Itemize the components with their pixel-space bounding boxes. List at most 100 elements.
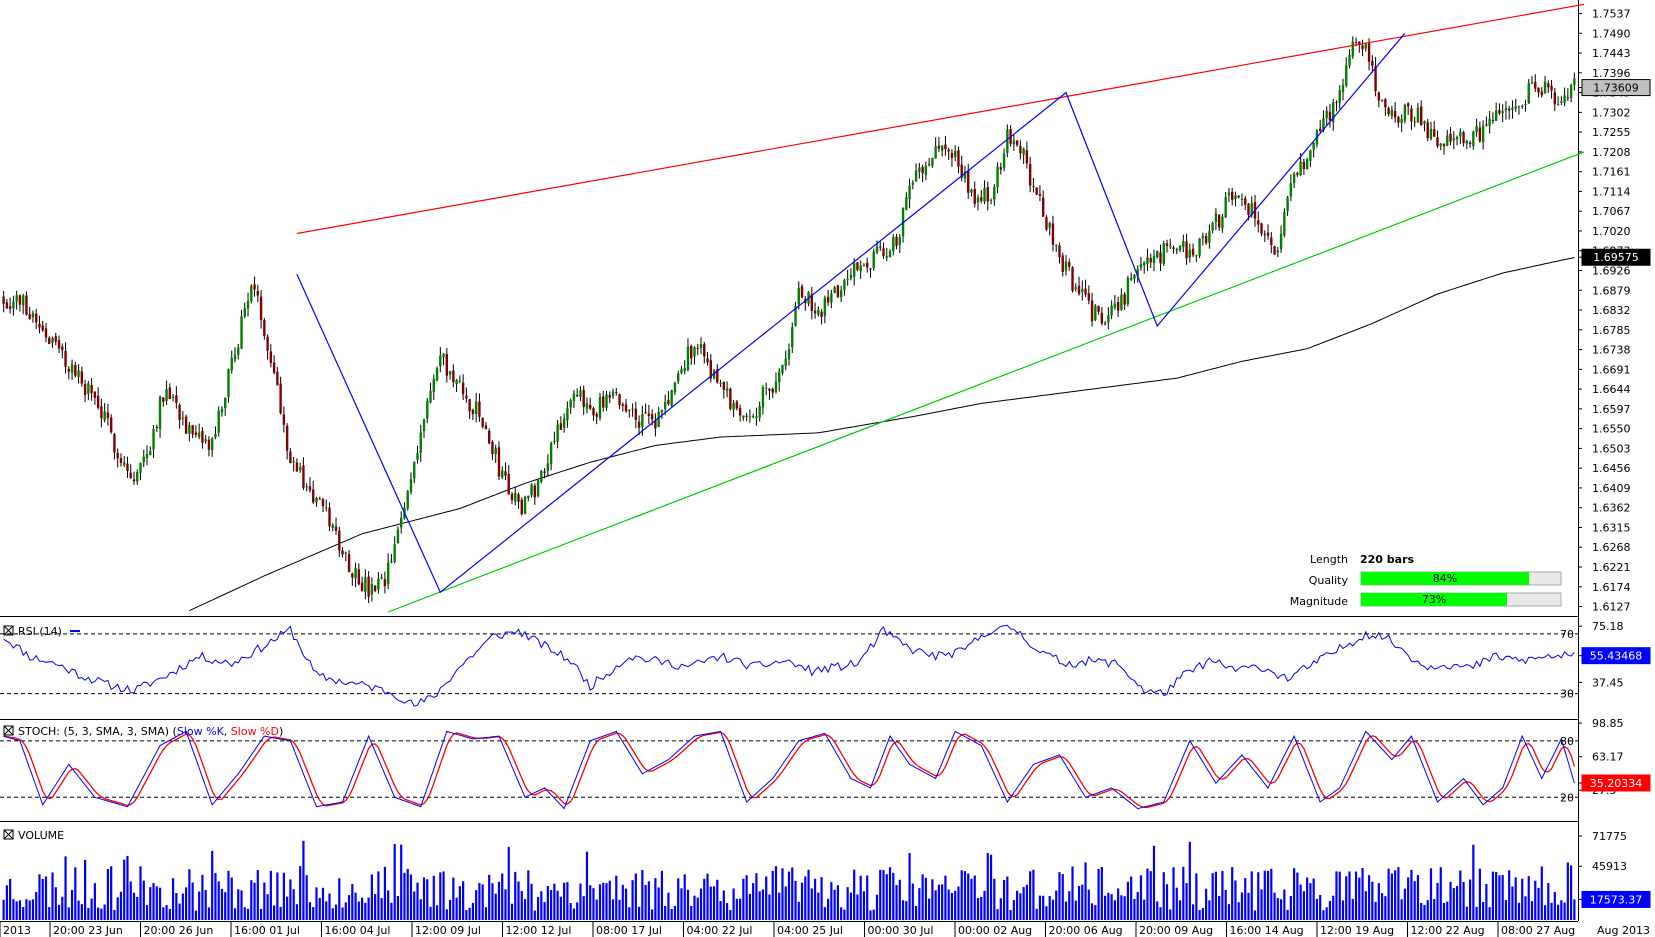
volume-bar xyxy=(1107,892,1110,920)
candle-body xyxy=(491,441,494,455)
volume-bar xyxy=(1345,876,1348,920)
magnitude-label: Magnitude xyxy=(1290,595,1349,608)
price-tick-label: 1.6409 xyxy=(1592,482,1631,495)
candle-body xyxy=(1312,143,1315,150)
volume-bar xyxy=(207,907,211,920)
volume-bar xyxy=(1071,866,1074,920)
candle-body xyxy=(879,246,882,248)
candle-body xyxy=(1234,195,1237,200)
stoch-tick-label: 63.17 xyxy=(1592,751,1624,764)
magnitude-value: 73% xyxy=(1422,593,1446,606)
volume-bar xyxy=(536,896,540,920)
volume-bar xyxy=(1498,875,1501,920)
last-price-tag-text: 1.73609 xyxy=(1593,82,1639,95)
volume-bar xyxy=(1055,890,1058,920)
volume-bar xyxy=(1514,877,1517,920)
candle-body xyxy=(517,494,520,502)
volume-bar xyxy=(1390,873,1393,920)
volume-bar xyxy=(1459,870,1462,920)
candle-body xyxy=(960,164,963,178)
candle-body xyxy=(1012,140,1016,145)
candle-body xyxy=(1462,131,1465,144)
candle-body xyxy=(1061,255,1064,272)
volume-bar xyxy=(1465,906,1468,920)
candle-body xyxy=(849,275,853,279)
candle-body xyxy=(426,400,429,419)
volume-bar xyxy=(1077,886,1081,920)
volume-bar xyxy=(12,899,15,920)
candle-body xyxy=(93,391,97,398)
candle-body xyxy=(644,412,647,414)
time-tick-label: 2013 xyxy=(3,924,31,937)
volume-bar xyxy=(800,882,804,920)
candle-body xyxy=(230,357,233,371)
volume-bar xyxy=(1244,878,1247,920)
volume-bar xyxy=(735,898,738,920)
candle-body xyxy=(1410,108,1413,122)
candle-body xyxy=(716,369,719,383)
candle-body xyxy=(1165,243,1169,247)
candle-body xyxy=(543,471,546,473)
candle-body xyxy=(282,414,286,425)
volume-bar xyxy=(820,877,823,920)
candle-body xyxy=(1449,133,1452,142)
volume-bar xyxy=(1521,878,1524,920)
quality-label: Quality xyxy=(1309,574,1349,587)
volume-bar xyxy=(983,890,986,920)
volume-bars xyxy=(2,840,1576,920)
volume-bar xyxy=(400,844,403,920)
volume-bar xyxy=(827,898,830,920)
volume-bar xyxy=(1429,868,1433,920)
volume-bar xyxy=(191,882,194,920)
volume-bar xyxy=(690,905,693,920)
candle-body xyxy=(1305,159,1309,170)
candle-body xyxy=(823,298,827,316)
volume-bar xyxy=(856,894,859,920)
candle-body xyxy=(1507,108,1511,111)
volume-bar xyxy=(1511,886,1514,920)
candle-body xyxy=(1028,163,1032,186)
candle-body xyxy=(872,251,875,268)
candle-body xyxy=(1237,195,1240,198)
volume-bar xyxy=(403,872,406,920)
volume-bar xyxy=(341,907,344,920)
volume-bar xyxy=(1374,901,1377,920)
volume-bar xyxy=(504,889,507,920)
candle-body xyxy=(139,462,142,473)
candle-body xyxy=(579,390,582,397)
volume-bar xyxy=(540,891,543,920)
volume-bar xyxy=(357,901,360,920)
candle-body xyxy=(1553,92,1557,105)
price-tick-label: 1.7537 xyxy=(1592,8,1631,21)
candle-body xyxy=(1455,136,1459,140)
volume-bar xyxy=(1475,906,1478,920)
candle-body xyxy=(103,411,106,421)
volume-bar xyxy=(1315,898,1319,920)
candle-body xyxy=(21,295,25,306)
volume-bar xyxy=(1025,884,1028,920)
volume-bar xyxy=(237,889,240,920)
candle-body xyxy=(680,369,683,373)
volume-bar xyxy=(429,906,432,920)
length-value: 220 bars xyxy=(1360,553,1415,566)
volume-bar xyxy=(204,889,207,920)
candle-body xyxy=(791,327,794,348)
time-tick-label: 20:00 26 Jun xyxy=(144,924,214,937)
candle-body xyxy=(1058,245,1061,258)
candle-body xyxy=(709,360,712,379)
volume-bar xyxy=(263,882,266,920)
candle-body xyxy=(510,493,514,501)
volume-bar xyxy=(1550,902,1553,920)
candle-body xyxy=(660,410,664,413)
volume-bar xyxy=(840,907,843,920)
volume-bar xyxy=(631,880,634,920)
volume-bar xyxy=(950,893,954,920)
pattern-info-box: Length 220 bars Quality 84% Magnitude 73… xyxy=(1290,553,1562,608)
volume-bar xyxy=(74,867,77,920)
candle-body xyxy=(836,285,840,297)
volume-bar xyxy=(1462,882,1465,920)
volume-bar xyxy=(1250,871,1253,920)
